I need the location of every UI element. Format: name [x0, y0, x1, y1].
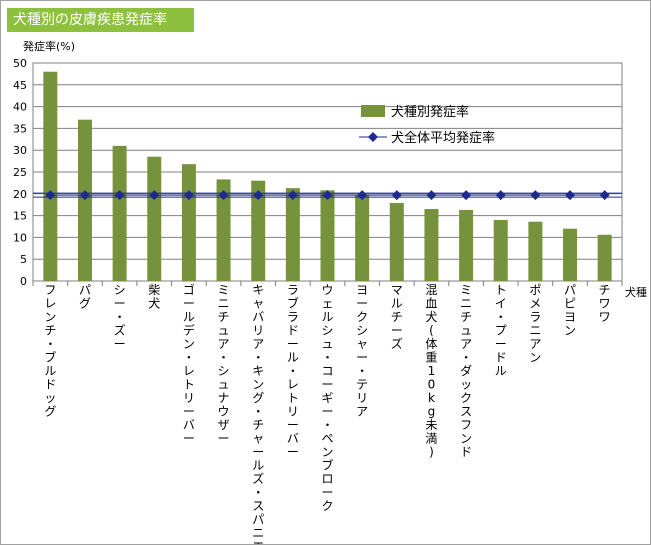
category-label: ウェルシュ・コーギー・ペンブローク [321, 283, 333, 513]
average-point [183, 190, 194, 201]
average-point [45, 190, 56, 201]
category-label: ゴールデン・レトリーバー [183, 282, 195, 446]
bar [216, 179, 231, 281]
average-point [322, 190, 333, 201]
category-label: ミニチュア・ダックスフンド [460, 283, 472, 459]
y-tick-label: 0 [20, 275, 27, 288]
average-point [530, 190, 541, 201]
y-tick-label: 5 [20, 253, 27, 266]
category-label: キャバリア・キング・チャールズ・スパニエル [252, 283, 264, 544]
category-label: シー・ズー [114, 283, 126, 351]
category-label: マルチーズ [391, 283, 403, 351]
bar [320, 190, 335, 281]
bar [181, 164, 196, 281]
bar [493, 219, 508, 281]
y-tick-label: 10 [13, 231, 27, 244]
bar [459, 209, 474, 281]
bar [597, 234, 612, 281]
category-label: ヨークシャー・テリア [356, 283, 368, 419]
category-label: ラブラドール・レトリーバー [287, 283, 299, 459]
y-axis-label: 発症率(%) [23, 39, 75, 53]
y-tick-label: 50 [13, 57, 27, 70]
y-tick-label: 40 [13, 101, 27, 114]
average-point [565, 190, 576, 201]
bar [77, 119, 92, 282]
chart-title: 犬種別の皮膚疾患発症率 [7, 8, 194, 32]
category-label: 混血犬(体重 1 0 k g 未満) [425, 283, 437, 459]
average-point [426, 190, 437, 201]
category-label: ミニチュア・シュナウザー [218, 283, 230, 446]
average-point [391, 190, 402, 201]
bar [147, 156, 162, 281]
y-tick-label: 35 [13, 122, 27, 135]
x-axis-label: 犬種 [625, 285, 647, 299]
legend-bar-swatch [361, 105, 385, 117]
bar [528, 221, 543, 281]
category-label: パグ [79, 283, 91, 311]
legend-marker [368, 132, 378, 142]
y-tick-label: 15 [13, 210, 27, 223]
y-tick-label: 20 [13, 188, 27, 201]
average-point [599, 190, 610, 201]
average-point [149, 190, 160, 201]
legend-label: 犬全体平均発症率 [391, 130, 495, 146]
y-tick-label: 30 [13, 144, 27, 157]
average-point [287, 190, 298, 201]
bar [43, 71, 58, 281]
category-label: トイ・プードル [495, 283, 507, 378]
legend-label: 犬種別発症率 [391, 104, 469, 120]
average-point [495, 190, 506, 201]
average-point [79, 190, 90, 201]
y-tick-label: 45 [13, 79, 27, 92]
y-tick-label: 25 [13, 166, 27, 179]
average-point [357, 190, 368, 201]
average-point [253, 190, 264, 201]
bar [424, 209, 439, 281]
bar [563, 228, 578, 281]
bar [251, 180, 266, 281]
bar [389, 202, 404, 281]
category-label: パピヨン [564, 283, 576, 338]
category-label: ポメラニアン [529, 283, 541, 365]
category-label: 柴犬 [148, 283, 160, 311]
average-point [114, 190, 125, 201]
average-point [461, 190, 472, 201]
bar [112, 145, 127, 281]
bar [285, 188, 300, 281]
category-label: フレンチ・ブルドッグ [44, 283, 56, 419]
bar [355, 195, 370, 281]
average-point [218, 190, 229, 201]
category-label: チワワ [599, 283, 611, 324]
